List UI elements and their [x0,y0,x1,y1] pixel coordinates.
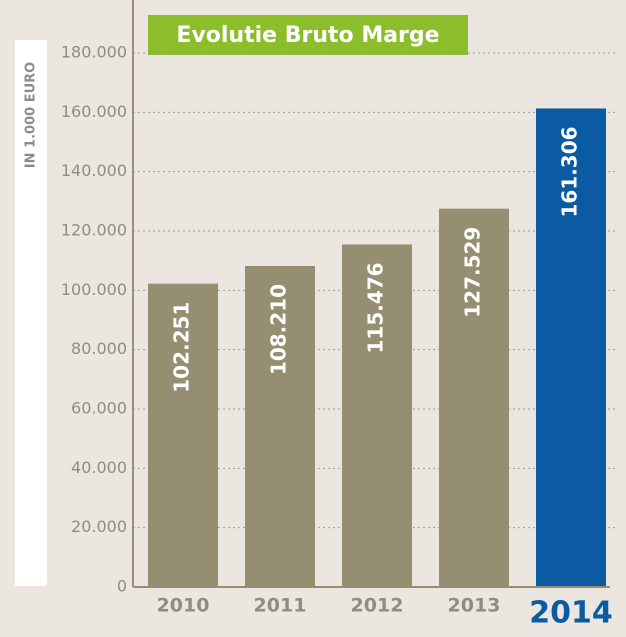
y-tick-label: 80.000 [71,339,127,358]
y-tick-label: 100.000 [61,280,127,299]
y-tick-label: 0 [117,577,127,596]
title-box [148,15,468,55]
y-tick-label: 140.000 [61,161,127,180]
y-tick-label: 120.000 [61,221,127,240]
bar [148,283,218,587]
bar [342,244,412,587]
bar [439,208,509,587]
y-tick-label: 180.000 [61,43,127,62]
value-label: 127.529 [461,227,485,318]
x-tick-label: 2011 [254,595,307,617]
value-label: 115.476 [364,262,388,353]
y-tick-label: 20.000 [71,517,127,536]
chart-title: Evolutie Bruto Marge [176,23,439,48]
bar [536,108,606,588]
x-tick-label: 2010 [157,595,210,617]
x-tick-label: 2012 [351,595,404,617]
y-tick-label: 160.000 [61,102,127,121]
value-label: 161.306 [558,126,582,217]
y-axis-label: IN 1.000 EURO [24,62,39,168]
value-label: 102.251 [170,302,194,393]
y-tick-label: 40.000 [71,458,127,477]
bar [245,265,315,587]
x-tick-label: 2014 [529,596,613,631]
y-label-band [15,40,47,586]
y-tick-label: 60.000 [71,399,127,418]
value-label: 108.210 [267,284,291,375]
x-tick-label: 2013 [448,595,501,617]
